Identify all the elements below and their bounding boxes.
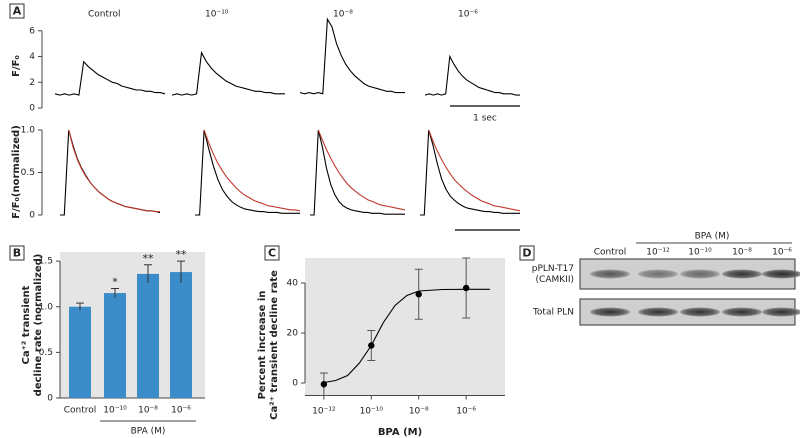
column-title: 10⁻⁶ xyxy=(458,10,478,20)
panel-letter-box xyxy=(9,245,25,261)
point xyxy=(320,381,328,388)
panel-letter-box xyxy=(264,245,280,261)
x-axis-label: BPA (M) xyxy=(378,427,422,438)
column-title: 10⁻⁸ xyxy=(333,10,353,20)
x-tick-label: 10⁻⁶ xyxy=(456,407,476,417)
panel-letter-box xyxy=(519,245,535,261)
y-tick-label: 0 xyxy=(292,379,298,389)
trace xyxy=(195,129,300,216)
column-title: Control xyxy=(88,10,121,20)
y-axis-label: decline rate (normalized) xyxy=(33,254,44,397)
y-tick-label: 4 xyxy=(29,52,35,62)
blot-band xyxy=(638,269,678,279)
trace xyxy=(299,17,405,95)
y-axis-label: F/F₀(normalized) xyxy=(11,125,22,219)
significance: ** xyxy=(176,248,188,261)
blot-band xyxy=(722,307,762,317)
x-tick-label: 10⁻¹⁰ xyxy=(103,406,127,416)
y-tick-label: 40 xyxy=(287,279,299,289)
plot-background xyxy=(305,258,505,396)
lane-label: 10⁻¹⁰ xyxy=(688,248,712,258)
blot-band xyxy=(590,269,630,279)
trace xyxy=(310,129,405,216)
y-tick-label: 1.0 xyxy=(39,302,54,312)
blot-band xyxy=(722,269,762,279)
x-tick-label: 10⁻¹⁰ xyxy=(360,407,384,417)
y-axis-label: F/F₀ xyxy=(11,55,22,77)
lane-label: 10⁻⁶ xyxy=(772,248,792,258)
y-tick-label: 0 xyxy=(29,104,35,114)
x-tick-label: 10⁻⁶ xyxy=(171,406,191,416)
blot-band xyxy=(762,307,800,317)
blot-row-label: (CAMKII) xyxy=(536,275,574,285)
trace xyxy=(60,129,161,216)
panel-letter-box xyxy=(9,3,25,19)
x-tick-label: Control xyxy=(64,406,97,416)
panel-letter: D xyxy=(522,247,531,260)
x-tick-label: 10⁻¹² xyxy=(312,407,336,417)
lane-label: Control xyxy=(594,248,627,258)
group-label: BPA (M) xyxy=(131,427,166,437)
blot-band xyxy=(590,307,630,317)
significance: ** xyxy=(143,252,155,265)
y-tick-label: 20 xyxy=(287,329,299,339)
fit-curve xyxy=(203,129,301,212)
panel-letter: C xyxy=(268,247,276,260)
blot-row-label: Total PLN xyxy=(532,308,574,318)
scale-bar-label: 1 sec xyxy=(473,114,497,124)
y-tick-label: 2 xyxy=(29,78,35,88)
y-tick-label: 0 xyxy=(29,211,35,221)
trace xyxy=(54,60,166,96)
fit-curve xyxy=(323,288,490,384)
y-axis-label: Ca²⁺ transient decline rate xyxy=(269,270,280,420)
panel-letter: A xyxy=(13,5,22,18)
y-tick-label: 0 xyxy=(47,394,53,404)
y-tick-label: 0.5 xyxy=(39,348,53,358)
blot-band xyxy=(680,307,720,317)
bar xyxy=(137,273,159,398)
blot-band xyxy=(762,269,800,279)
trace xyxy=(420,129,520,216)
y-axis-label: Ca⁺² transient xyxy=(21,285,32,364)
bar xyxy=(104,293,126,398)
y-tick-label: 6 xyxy=(29,26,35,36)
x-tick-label: 10⁻⁸ xyxy=(409,407,429,417)
y-tick-label: 0.5 xyxy=(21,168,35,178)
column-title: 10⁻¹⁰ xyxy=(205,10,229,20)
bar xyxy=(69,306,91,398)
fit-curve xyxy=(68,129,160,213)
fit-curve xyxy=(428,129,521,212)
y-tick-label: 1.5 xyxy=(39,257,53,267)
point xyxy=(462,284,470,292)
y-axis-label: Percent increase in xyxy=(257,291,268,400)
point xyxy=(368,342,375,349)
x-tick-label: 10⁻⁸ xyxy=(138,406,158,416)
panel-letter: B xyxy=(13,247,21,260)
trace xyxy=(424,54,520,96)
lane-label: 10⁻⁸ xyxy=(732,248,752,258)
bar xyxy=(170,272,192,398)
blot-band xyxy=(680,269,720,279)
y-tick-label: 1.0 xyxy=(21,126,36,136)
trace xyxy=(171,50,285,96)
significance: * xyxy=(112,276,118,289)
fit-curve xyxy=(317,129,406,211)
blot-band xyxy=(638,307,678,317)
blot-row-label: pPLN-T17 xyxy=(532,264,574,274)
blot-header: BPA (M) xyxy=(695,232,730,242)
point xyxy=(415,291,422,298)
lane-label: 10⁻¹² xyxy=(646,248,670,258)
